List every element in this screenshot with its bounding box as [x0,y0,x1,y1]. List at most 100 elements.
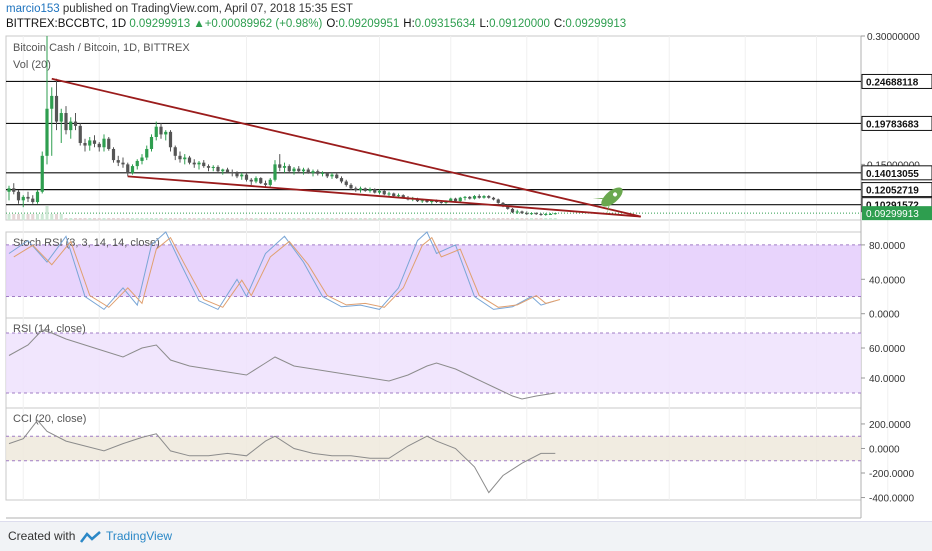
indicator-band [6,436,861,461]
volume-bar [88,218,92,220]
volume-bar [311,218,315,220]
candle-body [349,184,353,189]
candle-body [330,174,334,177]
volume-bar [169,218,172,220]
volume-bar [449,218,453,220]
volume-bar [36,214,39,220]
indicator-tick-label: 200.0000 [869,420,911,431]
volume-bar [344,218,348,220]
low-label: L: [479,18,490,30]
candle-body [102,138,106,148]
volume-bar [230,218,234,220]
volume-bar [69,218,73,220]
chart-canvas[interactable]: 0.300000000.150000000.246881180.19783683… [0,0,932,521]
candle-body [221,169,225,172]
volume-bar [321,218,324,220]
high-label: H: [403,18,415,30]
volume-bar [173,218,177,220]
candle-body [206,166,211,168]
volume-bar [154,218,158,220]
volume-bar [335,218,339,220]
low-value: 0.09120000 [489,18,550,30]
candle-body [168,131,173,148]
candle-body [425,200,429,203]
tradingview-brand[interactable]: TradingView [106,529,173,543]
volume-bar [373,218,377,220]
indicator-tick-label: 80.0000 [869,241,906,252]
candle-body [325,172,329,177]
volume-bar [164,218,168,220]
volume-bar [496,218,500,220]
volume-bar [97,218,101,220]
volume-bar [511,218,514,220]
candle-body [159,126,163,135]
volume-bar [325,218,329,220]
volume-bar [401,218,405,220]
candle-body [297,168,301,172]
volume-bar [287,218,291,220]
volume-bar [150,218,153,220]
rocket-body [601,187,623,207]
volume-bar [207,218,210,220]
candle-body [64,113,68,131]
price-pane-frame [5,35,862,221]
candle-body [292,168,296,172]
volume-bar [12,214,16,220]
price-tick-label: 0.30000000 [867,32,920,43]
volume-bar [183,218,187,220]
candle-body [339,178,344,182]
trendline [127,175,641,218]
up-arrow-icon: ▲ [193,18,205,30]
volume-bar [487,218,491,220]
indicator-band [6,244,861,297]
author-link[interactable]: marcio153 [6,3,60,15]
candle-body [126,164,130,173]
candle-body [111,148,116,161]
volume-bar [363,218,367,220]
candle-body [344,181,348,185]
level-label-box [861,73,932,89]
volume-bar [306,218,310,220]
footer-bar: Created with TradingView [0,521,932,551]
candle-body [268,179,272,185]
volume-bar [140,218,144,220]
volume-bar [530,218,533,220]
open-value: 0.09209951 [338,18,400,30]
indicator-tick-label: -200.0000 [869,469,914,480]
candle-body [35,191,40,203]
candle-body [263,183,268,185]
candle-body [192,162,196,165]
candle-body [7,188,11,192]
candle-body [73,121,78,126]
volume-bar [553,218,557,220]
open-label: O: [326,18,339,30]
candle-body [130,166,135,173]
volume-bar [7,214,11,220]
candle-body [525,213,529,215]
ohlc-line: BITTREX:BCCBTC, 1D 0.09299913 ▲+0.000899… [6,18,626,30]
indicator-title: CCI (20, close) [13,413,86,425]
volume-bar [439,218,443,220]
candle-body [88,140,92,146]
candle-body [83,142,87,146]
volume-bar [245,218,248,220]
last-price-label: 0.09299913 [866,209,919,220]
candle-body [401,195,405,198]
volume-bar [297,218,301,220]
publish-line: marcio153 published on TradingView.com, … [6,3,353,15]
candle-body [287,166,291,172]
volume-bar [416,218,419,220]
volume-bar [45,206,49,220]
volume-bar [17,214,20,220]
candle-body [392,193,396,197]
candle-body [59,113,63,122]
candle-body [16,191,21,201]
level-label-box [861,182,932,198]
candle-body [216,166,220,172]
price-change: +0.00089962 (+0.98%) [204,18,323,30]
candle-body [506,206,510,209]
indicator-tick-label: 60.0000 [869,344,906,355]
volume-bar [145,218,149,220]
volume-bar [40,214,44,220]
stoch-d-line [13,236,561,308]
